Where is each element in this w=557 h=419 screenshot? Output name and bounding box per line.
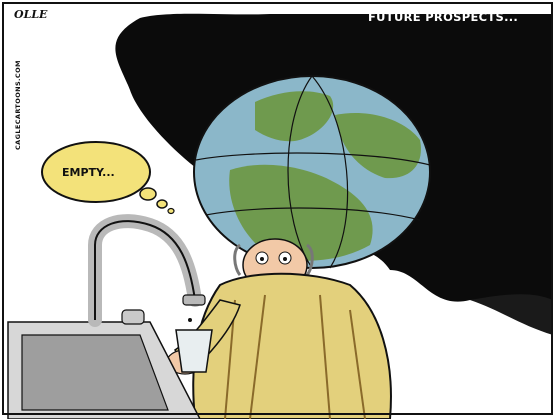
faucet-pipe bbox=[88, 214, 202, 327]
sink-and-faucet bbox=[7, 214, 206, 419]
globe-land-asia bbox=[335, 112, 421, 179]
globe-parallel-2 bbox=[205, 207, 421, 221]
globe-meridian-2 bbox=[311, 75, 349, 269]
thought-bubble-main bbox=[41, 141, 151, 203]
faucet-spout bbox=[182, 294, 206, 306]
robe-stripe-3 bbox=[319, 294, 331, 419]
robe bbox=[192, 272, 392, 419]
globe-head bbox=[193, 75, 431, 269]
sink-basin bbox=[21, 334, 169, 411]
hair-right bbox=[305, 243, 314, 276]
cartoon-caption: FUTURE PROSPECTS... bbox=[368, 10, 519, 24]
left-pupil bbox=[260, 257, 264, 261]
faucet-handle bbox=[121, 309, 145, 325]
globe-parallel-1 bbox=[195, 152, 431, 166]
empty-glass bbox=[175, 329, 213, 373]
thought-bubble-text: EMPTY... bbox=[62, 166, 115, 179]
globe-land-africa bbox=[229, 164, 373, 261]
artist-signature: OLLE bbox=[14, 8, 48, 21]
faucet-pipe-outline bbox=[94, 220, 196, 320]
thought-bubble bbox=[41, 141, 175, 215]
water-drop bbox=[188, 318, 192, 322]
robe-stripe-4 bbox=[349, 309, 366, 419]
thought-bubble-dot-1 bbox=[139, 187, 157, 201]
thought-bubble-dot-3 bbox=[167, 207, 175, 215]
smoke-edge bbox=[470, 294, 553, 335]
right-pupil bbox=[283, 257, 287, 261]
globe-meridian-1 bbox=[287, 75, 313, 269]
thought-bubble-dot-2 bbox=[156, 199, 168, 209]
arm-and-glass bbox=[166, 299, 241, 375]
robe-stripe-2 bbox=[249, 294, 266, 419]
hair-left bbox=[233, 243, 242, 276]
cartoon-website-credit: CAGLECARTOONS.COM bbox=[14, 60, 22, 150]
